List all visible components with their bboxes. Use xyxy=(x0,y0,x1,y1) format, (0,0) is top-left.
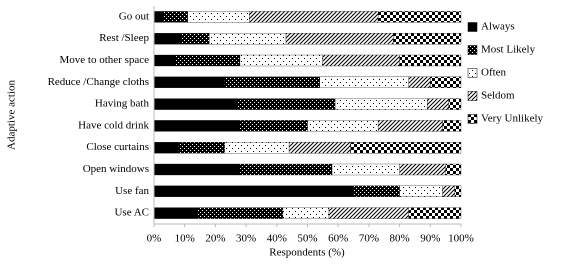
bar-segment xyxy=(236,98,336,110)
x-tick-label: 70% xyxy=(359,233,379,245)
y-tick-label: Rest /Sleep xyxy=(99,32,149,44)
bar-segment xyxy=(153,76,225,88)
x-tick-label: 50% xyxy=(297,233,317,245)
legend-swatch xyxy=(467,22,478,32)
bar-segment xyxy=(249,11,379,23)
x-tick-label: 30% xyxy=(236,233,256,245)
legend-label: Most Likely xyxy=(481,44,536,56)
bar-segment xyxy=(328,207,409,219)
y-tick-label: Go out xyxy=(119,10,149,22)
bar-segment xyxy=(307,120,379,132)
bar-segment xyxy=(175,54,241,67)
bar-segment xyxy=(331,163,400,176)
y-tick-label: Open windows xyxy=(83,163,149,175)
y-tick-label: Having bath xyxy=(95,98,150,110)
bar-segment xyxy=(353,185,400,197)
x-tick-label: 20% xyxy=(205,233,225,245)
bar-segment xyxy=(239,163,333,176)
bar-segment xyxy=(377,11,462,23)
bar-segment xyxy=(399,185,443,197)
y-tick-label: Move to other space xyxy=(60,54,150,66)
x-tick-label: 60% xyxy=(328,233,348,245)
bar-segment xyxy=(239,120,308,132)
bar-segment xyxy=(334,98,428,110)
bar-segment xyxy=(153,11,164,23)
bar-segment xyxy=(454,185,462,197)
bar-segment xyxy=(399,163,446,176)
bar-segment xyxy=(408,76,431,88)
legend-swatch xyxy=(467,68,478,78)
bar-segment xyxy=(282,207,330,219)
bar-segment xyxy=(178,142,225,154)
x-tick-label: 10% xyxy=(175,233,195,245)
bar-segment xyxy=(430,76,462,88)
bar-segment xyxy=(153,207,198,219)
bar-segment xyxy=(408,207,462,219)
bar-segment xyxy=(427,98,449,110)
bar-segment xyxy=(393,33,462,45)
legend-label: Very Unlikely xyxy=(481,113,544,125)
legend-label: Always xyxy=(481,21,515,33)
bar-segment xyxy=(377,120,443,132)
bar-segment xyxy=(288,142,351,154)
legend-label: Often xyxy=(481,67,507,79)
x-tick-label: 40% xyxy=(267,233,287,245)
bar-segment xyxy=(196,207,284,219)
y-tick-label: Use fan xyxy=(115,185,149,197)
x-tick-label: 100% xyxy=(448,233,474,245)
x-tick-label: 0% xyxy=(147,233,162,245)
bar-segment xyxy=(153,33,182,45)
x-tick-label: 80% xyxy=(390,233,410,245)
y-tick-label: Have cold drink xyxy=(78,119,149,131)
y-tick-label: Reduce /Change cloths xyxy=(48,76,149,88)
y-tick-label: Close curtains xyxy=(86,141,149,153)
bar-segment xyxy=(224,142,290,154)
y-axis-title: Adaptive action xyxy=(6,80,18,150)
bar-segment xyxy=(285,33,394,45)
bar-segment xyxy=(187,11,250,23)
y-tick-label: Use AC xyxy=(114,207,149,219)
bar-segment xyxy=(153,98,238,110)
x-axis-title: Respondents (%) xyxy=(269,247,345,259)
bar-segment xyxy=(445,163,462,176)
bar-segment xyxy=(153,120,241,132)
bar-segment xyxy=(442,120,462,132)
bar-segment xyxy=(153,54,176,67)
bar-segment xyxy=(153,163,241,176)
bar-segment xyxy=(163,11,188,23)
bar-segment xyxy=(448,98,462,110)
bar-segment xyxy=(181,33,210,45)
bar-segment xyxy=(239,54,324,67)
legend-swatch xyxy=(467,45,478,55)
bar-segment xyxy=(224,76,320,88)
legend-label: Seldom xyxy=(481,90,515,102)
bar-segment xyxy=(399,54,462,67)
bar-segment xyxy=(319,76,409,88)
bar-segment xyxy=(350,142,462,154)
bar-segment xyxy=(442,185,456,197)
bar-segment xyxy=(322,54,400,67)
bar-segment xyxy=(209,33,287,45)
legend-swatch xyxy=(467,114,478,124)
x-tick-label: 90% xyxy=(420,233,440,245)
bar-segment xyxy=(153,142,179,154)
bar-segment xyxy=(153,185,354,197)
legend-swatch xyxy=(467,91,478,101)
